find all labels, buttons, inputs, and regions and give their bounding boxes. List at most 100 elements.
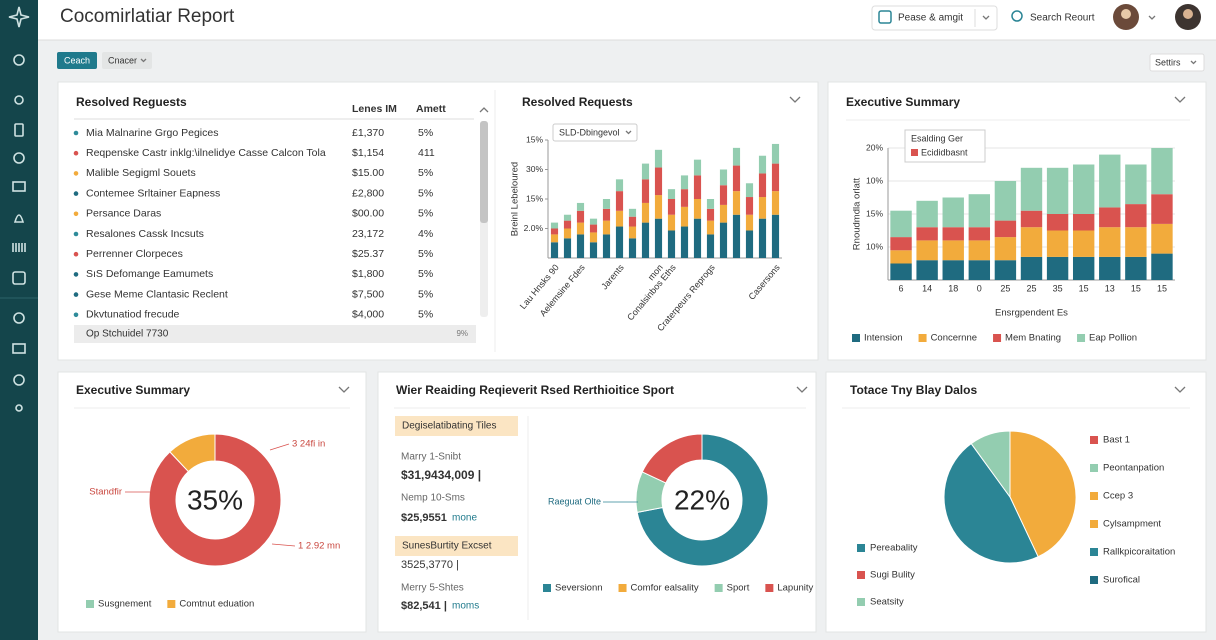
- scroll-thumb[interactable]: [480, 121, 488, 223]
- row-name[interactable]: Gese Meme Clantasic Reclent: [86, 288, 228, 300]
- bar-segment: [680, 175, 689, 190]
- footer-label: Op Stchuidel 7730: [86, 329, 169, 340]
- y-tick-label: 15%: [526, 134, 543, 144]
- legend-label: Peontanpation: [1103, 463, 1164, 474]
- bar-segment: [628, 238, 637, 258]
- legend-swatch: [765, 584, 774, 592]
- bar-segment: [1020, 167, 1043, 211]
- bar-segment: [968, 194, 991, 228]
- share-button[interactable]: [871, 5, 998, 31]
- bar-segment: [615, 179, 624, 192]
- column-header[interactable]: Lenes IM: [352, 103, 397, 115]
- bar-segment: [550, 242, 559, 258]
- share-label[interactable]: Pease & amgit: [898, 13, 963, 24]
- primary-button-label[interactable]: Ceach: [64, 55, 90, 65]
- bar-segment: [916, 260, 938, 280]
- sidebar-icons[interactable]: [0, 6, 38, 412]
- bar-segment: [916, 240, 938, 261]
- icon-device[interactable]: [14, 123, 24, 137]
- bar-segment: [758, 197, 767, 219]
- bar-segment: [745, 197, 754, 215]
- bar-segment: [680, 206, 689, 227]
- legend-label: Comfor ealsality: [631, 583, 699, 594]
- row-name[interactable]: Contemee Srltainer Eapness: [86, 187, 220, 199]
- bar-segment: [719, 185, 728, 205]
- selector[interactable]: [552, 123, 638, 142]
- icon-link[interactable]: [14, 95, 24, 105]
- row-name[interactable]: SıS Defomange Eamumets: [86, 268, 213, 280]
- bar-segment: [550, 222, 559, 229]
- legend-swatch: [911, 149, 918, 156]
- bar-segment: [589, 242, 598, 258]
- item-link[interactable]: mone: [452, 513, 477, 524]
- icon-compass[interactable]: [13, 152, 25, 164]
- column-header[interactable]: Amett: [416, 103, 446, 115]
- row-name[interactable]: Dkvtunatiod frecude: [86, 309, 180, 321]
- row-name[interactable]: Reqpenske Castr inklg:\ilnelidye Casse C…: [86, 147, 326, 159]
- bar-segment: [942, 227, 964, 241]
- bar-segment: [576, 222, 585, 235]
- panel-chevron[interactable]: [338, 386, 350, 393]
- row-amount: $1,154: [352, 147, 384, 159]
- icon-grid[interactable]: [12, 243, 26, 252]
- logo[interactable]: [8, 6, 30, 28]
- icon-refresh[interactable]: [13, 312, 25, 324]
- slice: [636, 433, 769, 567]
- bar-segment: [890, 250, 912, 264]
- row-amount: £1,370: [352, 127, 384, 139]
- avatar-chevron[interactable]: [1148, 15, 1156, 20]
- row-name[interactable]: Resalones Cassk Incsuts: [86, 228, 204, 240]
- settings-label[interactable]: Settirs: [1155, 57, 1181, 67]
- bar-segment: [732, 147, 741, 166]
- bar-segment: [916, 200, 938, 228]
- icon-case[interactable]: [12, 343, 26, 354]
- icon-mail[interactable]: [12, 181, 26, 192]
- row-name[interactable]: Persance Daras: [86, 208, 161, 220]
- row-name[interactable]: Malible Segigml Souets: [86, 167, 196, 179]
- bar-segment: [706, 208, 715, 221]
- settings-chevron[interactable]: [1190, 60, 1197, 65]
- filter-chevron[interactable]: [140, 58, 147, 63]
- bar-segment: [589, 218, 598, 225]
- row-amount: $4,000: [352, 309, 384, 321]
- icon-globe[interactable]: [13, 374, 25, 386]
- bar-segment: [890, 237, 912, 251]
- search-label[interactable]: Search Reourt: [1030, 13, 1095, 24]
- filter-dropdown[interactable]: [102, 52, 152, 69]
- bar-segment: [680, 226, 689, 258]
- bar-segment: [745, 214, 754, 231]
- bar-segment: [706, 220, 715, 235]
- row-bullet: [73, 272, 79, 277]
- icon-user[interactable]: [15, 404, 23, 412]
- bar-segment: [602, 234, 611, 258]
- panel-chevron[interactable]: [796, 386, 808, 393]
- row-name[interactable]: Mia Malnarine Grgo Pegices: [86, 127, 218, 139]
- item-link[interactable]: moms: [452, 601, 479, 612]
- row-name[interactable]: Perrenner Clorpeces: [86, 248, 183, 260]
- bar-segment: [667, 189, 676, 199]
- panel-chevron[interactable]: [1174, 96, 1186, 103]
- legend-swatch: [714, 584, 723, 592]
- primary-button[interactable]: [57, 52, 97, 69]
- legend-label: Bast 1: [1103, 435, 1130, 446]
- x-axis-label: Ensrgpendent Es: [995, 308, 1068, 319]
- selector-chevron[interactable]: [625, 130, 632, 135]
- annotation: 1 2.92 mn: [298, 541, 340, 552]
- icon-bell[interactable]: [13, 214, 25, 223]
- bar-segment: [1072, 214, 1095, 231]
- sort-caret[interactable]: [479, 107, 489, 113]
- panel-chevron[interactable]: [1174, 386, 1186, 393]
- bar-segment: [602, 220, 611, 235]
- icon-box[interactable]: [12, 271, 26, 285]
- icon-settings[interactable]: [13, 54, 25, 66]
- filter-label[interactable]: Cnacer: [108, 55, 137, 65]
- search-icon[interactable]: [1011, 10, 1023, 22]
- bar-segment: [719, 169, 728, 186]
- selector-label[interactable]: SLD-Dbingevol: [559, 127, 620, 137]
- settings-dropdown[interactable]: [1149, 53, 1205, 72]
- bar-segment: [641, 222, 650, 258]
- share-chevron[interactable]: [982, 15, 990, 20]
- bar-segment: [667, 214, 676, 231]
- panel-chevron[interactable]: [789, 96, 801, 103]
- avatar-face: [1183, 9, 1193, 19]
